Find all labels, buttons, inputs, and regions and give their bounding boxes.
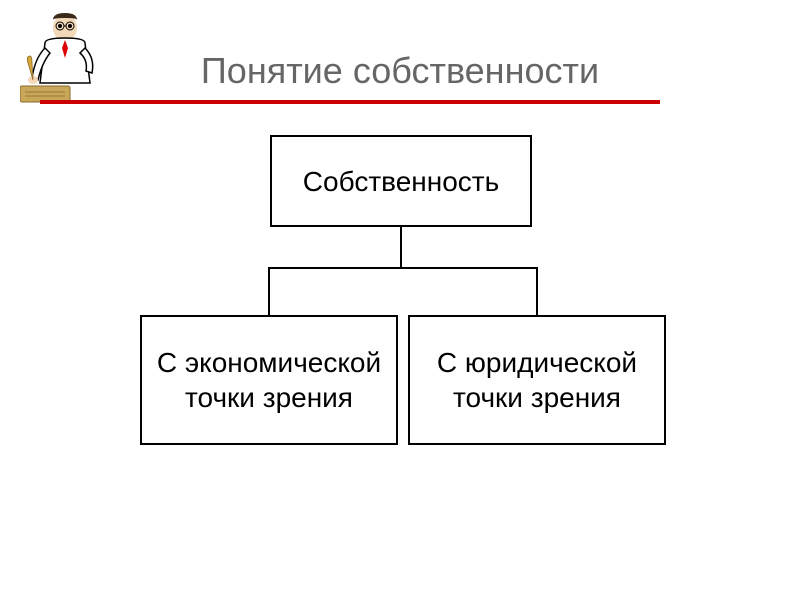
right-node: С юридической точки зрения <box>408 315 666 445</box>
connector-line <box>268 267 270 315</box>
page-title: Понятие собственности <box>201 50 599 92</box>
accent-line <box>40 100 660 104</box>
left-node: С экономической точки зрения <box>140 315 398 445</box>
connector-line <box>268 267 536 269</box>
root-node: Собственность <box>270 135 532 227</box>
writer-icon <box>20 8 110 108</box>
connector-line <box>536 267 538 315</box>
connector-line <box>400 227 402 267</box>
